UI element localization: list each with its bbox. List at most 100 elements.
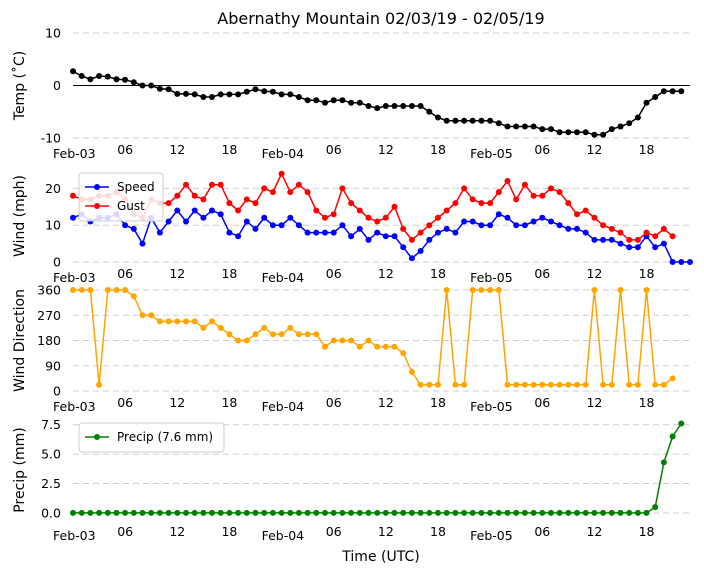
temp-ytick-label: 10 <box>45 26 61 41</box>
dir-series-0-point <box>617 287 624 293</box>
temp-xtick-label: 06 <box>326 142 342 157</box>
dir-series-0-point <box>556 381 563 388</box>
wind-series-0-point <box>70 214 76 221</box>
wind-series-0-point <box>235 233 242 240</box>
wind-ytick-label: 20 <box>45 181 61 196</box>
dir-series-0-point <box>139 312 146 319</box>
temp-series-0-point <box>356 99 363 106</box>
dir-series-0-point <box>513 381 520 388</box>
dir-series-0-point <box>209 318 215 325</box>
precip-series-0-point <box>591 509 598 516</box>
dir-xtick-label: 12 <box>586 395 602 410</box>
wind-legend-marker <box>94 203 100 209</box>
wind-series-0-line <box>72 209 690 263</box>
temp-series-0-point <box>435 114 441 121</box>
wind-series-0-point <box>513 222 520 229</box>
precip-series-0-point <box>122 509 129 516</box>
dir-series-0-point <box>530 381 537 388</box>
panel-precip: 0.0 2.5 5.0 7.5 Precip (mm) Feb-03 06 12 18 Feb-0… <box>12 417 690 543</box>
dir-series-0-point <box>591 287 598 293</box>
dir-series-0-point <box>235 337 242 344</box>
temp-series-0-point <box>643 99 650 106</box>
precip-xtick-label: Feb-05 <box>470 528 513 543</box>
wind-series-0-point <box>156 229 163 236</box>
wind-series-0-point <box>461 218 468 225</box>
temp-series-0-point <box>548 126 554 133</box>
wind-xtick-label: Feb-04 <box>262 270 305 285</box>
wind-series-0-point <box>591 236 598 243</box>
temp-xtick-label: 12 <box>169 142 185 157</box>
temp-series-0-point <box>513 123 520 130</box>
dir-ytick-label: 180 <box>37 333 61 348</box>
dir-ytick-label: 90 <box>45 358 61 373</box>
dir-series-0-point <box>78 287 85 293</box>
precip-series-0-point <box>183 509 189 516</box>
wind-series-1-point <box>582 207 589 214</box>
temp-series-0-point <box>78 73 85 79</box>
wind-series-1-point <box>278 170 285 177</box>
precip-series-0-point <box>304 509 311 516</box>
wind-series-1-point <box>304 189 311 196</box>
temp-series-0-point <box>235 91 242 98</box>
temp-series-0-point <box>330 97 337 104</box>
precip-series-0-point <box>209 509 215 516</box>
precip-series-0-point <box>365 509 372 516</box>
dir-xtick-label: 18 <box>430 395 446 410</box>
precip-series-0-point <box>669 433 676 440</box>
wind-series-1-point <box>252 200 259 207</box>
panels: -10 0 10 Temp (˚C) Feb-03 06 12 18 Feb-04 06 12 18 F… <box>11 26 693 543</box>
temp-series-0-point <box>634 114 641 121</box>
precip-xtick-label: Feb-03 <box>53 528 96 543</box>
precip-series-0-point <box>469 509 476 516</box>
precip-series-0-point <box>382 509 389 516</box>
temp-series-0-point <box>617 123 624 130</box>
wind-series-1-point <box>261 185 268 192</box>
precip-series-0-point <box>278 509 285 516</box>
precip-series-0-point <box>478 509 485 516</box>
wind-series-1-point <box>313 207 320 214</box>
dir-series-0-point <box>287 324 294 331</box>
temp-series-0-point <box>209 94 215 100</box>
wind-series-0-point <box>278 222 285 229</box>
wind-series-0-point <box>348 233 355 240</box>
temp-series-0-point <box>365 103 372 109</box>
temp-series-0-point <box>478 117 485 124</box>
temp-xtick-label: 06 <box>117 142 133 157</box>
wind-series-0-point <box>452 229 459 236</box>
wind-legend-label: Gust <box>117 199 145 213</box>
precip-ytick-label: 5.0 <box>41 447 61 462</box>
temp-series-0-point <box>191 91 198 98</box>
precip-series-0-point <box>634 509 641 516</box>
wind-series-0-point <box>521 222 528 229</box>
dir-series-0-point <box>400 350 407 357</box>
wind-xtick-label: Feb-05 <box>470 270 513 285</box>
temp-series-0-point <box>608 126 615 133</box>
wind-series-1-point <box>469 196 476 203</box>
precip-series-0-point <box>339 509 346 516</box>
wind-series-1-point <box>174 192 181 199</box>
dir-series-0-point <box>130 293 137 300</box>
precip-series-0-point <box>408 509 415 516</box>
precip-series-0-point <box>252 509 259 516</box>
dir-series-0-point <box>252 331 259 338</box>
dir-ytick-label: 360 <box>37 283 61 298</box>
wind-series-1-point <box>435 214 441 221</box>
temp-series-0-point <box>408 103 415 109</box>
dir-series-0-point <box>382 343 389 350</box>
precip-series-0-point <box>261 509 268 516</box>
wind-series-1-point <box>504 178 511 184</box>
wind-series-0-point <box>408 255 415 262</box>
temp-series-0-point <box>165 86 172 93</box>
precip-series-0-point <box>96 509 103 516</box>
wind-series-0-point <box>608 236 615 243</box>
temp-series-0-point <box>626 120 633 127</box>
wind-series-0-point <box>391 233 398 240</box>
precip-series-0-point <box>356 509 363 516</box>
precip-y-axis-label: Precip (mm) <box>12 427 28 512</box>
wind-series-1-point <box>356 207 363 214</box>
wind-series-0-point <box>478 222 485 229</box>
temp-series-0-point <box>426 108 433 115</box>
wind-series-1-point <box>330 211 337 218</box>
dir-xtick-label: Feb-03 <box>53 399 96 414</box>
